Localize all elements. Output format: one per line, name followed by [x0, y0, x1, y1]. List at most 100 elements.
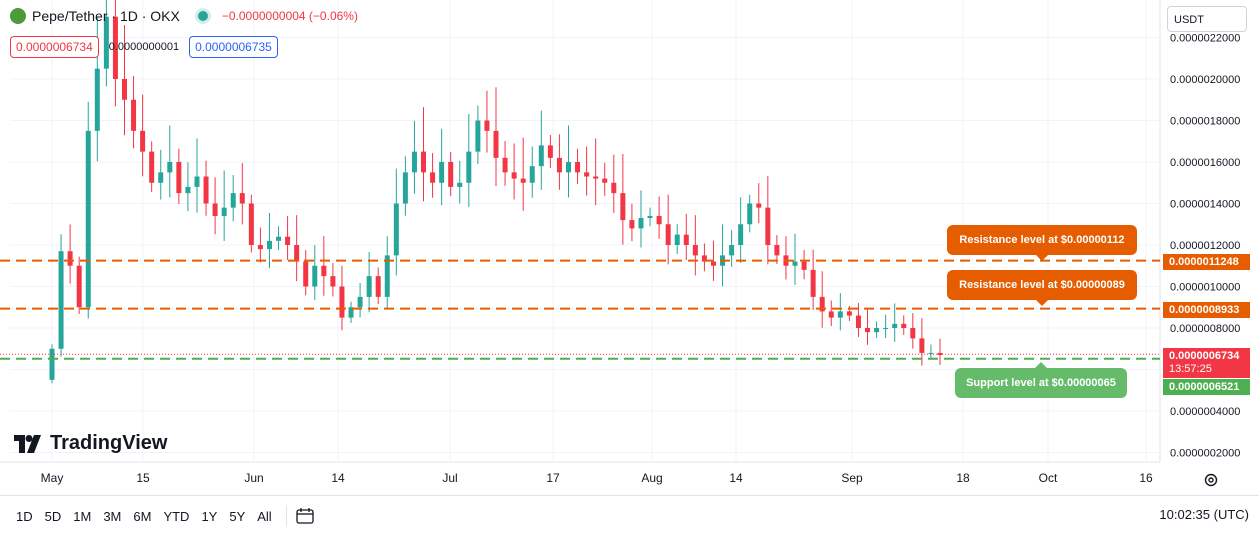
sell-button[interactable]: 0.0000006734 — [10, 36, 99, 58]
currency-select[interactable]: USDT — [1167, 6, 1247, 32]
candle-body — [493, 130, 499, 158]
candle-body — [683, 234, 689, 245]
candle-body — [185, 186, 191, 194]
candle-body — [167, 162, 173, 173]
candle-body — [756, 203, 762, 208]
candle-body — [411, 151, 417, 173]
timeframe-1d[interactable]: 1D — [16, 508, 33, 524]
candle-body — [176, 162, 182, 194]
y-tick-label: 0.0000008000 — [1170, 323, 1240, 335]
bar-countdown: 13:57:25 — [1169, 363, 1212, 375]
timeframe-5y[interactable]: 5Y — [229, 508, 246, 524]
x-tick-label: Aug — [641, 471, 662, 485]
candle-body — [194, 176, 200, 187]
candle-body — [892, 323, 898, 328]
candle-body — [121, 79, 127, 100]
candle-body — [484, 120, 490, 131]
support-annotation-text: Support level at $0.00000065 — [966, 377, 1116, 389]
y-tick-label: 0.0000016000 — [1170, 157, 1240, 169]
candle-body — [593, 176, 599, 179]
y-tick-label: 0.0000014000 — [1170, 199, 1240, 211]
x-tick-label: Oct — [1039, 471, 1058, 485]
candle-body — [774, 245, 780, 256]
candle-body — [321, 265, 327, 277]
timeframe-5d[interactable]: 5D — [44, 508, 62, 524]
timeframe-all[interactable]: All — [257, 508, 272, 524]
candle-body — [303, 261, 309, 287]
timeframe-1y[interactable]: 1Y — [201, 508, 218, 524]
current-price-value: 0.0000006734 — [1169, 350, 1240, 362]
candle-body — [276, 236, 282, 241]
candle-body — [266, 240, 272, 250]
timeframe-3m[interactable]: 3M — [103, 508, 122, 524]
tradingview-logo[interactable]: TradingView — [14, 432, 167, 455]
candle-body — [375, 276, 381, 297]
candle-body — [710, 261, 716, 266]
candle-body — [855, 315, 861, 328]
spread-value: 0.0000000001 — [108, 41, 180, 53]
tradingview-logo-icon — [14, 434, 41, 453]
candle-body — [765, 207, 771, 245]
resistance-annotation-1[interactable]: Resistance level at $0.00000112 — [947, 225, 1137, 261]
candle-body — [330, 276, 336, 287]
candle-body — [656, 215, 662, 225]
candle-body — [810, 269, 816, 297]
candle-body — [575, 162, 581, 173]
candle-body — [819, 296, 825, 312]
candle-body — [629, 220, 635, 229]
candle-body — [674, 234, 680, 245]
calendar-icon[interactable] — [295, 507, 315, 525]
candle-body — [158, 172, 164, 183]
candle-body — [348, 307, 354, 318]
resistance-price-label-2: 0.0000008933 — [1163, 302, 1250, 318]
y-tick-label: 0.0000012000 — [1170, 240, 1240, 252]
candle-body — [67, 251, 73, 266]
candle-body — [502, 157, 508, 173]
candle-body — [294, 245, 300, 262]
candle-body — [457, 182, 463, 187]
candle-body — [149, 151, 155, 183]
x-tick-label: 18 — [956, 471, 970, 485]
toolbar-divider — [285, 505, 287, 527]
x-tick-label: 17 — [546, 471, 560, 485]
gear-icon[interactable] — [1203, 472, 1219, 488]
candle-body — [112, 16, 118, 79]
candle-body — [85, 130, 91, 308]
candle-body — [874, 328, 880, 333]
timeframe-6m[interactable]: 6M — [133, 508, 152, 524]
y-tick-label: 0.0000020000 — [1170, 74, 1240, 86]
timeframe-ytd[interactable]: YTD — [163, 508, 190, 524]
candle-body — [910, 328, 916, 339]
candle-body — [611, 182, 617, 194]
candle-body — [901, 323, 907, 328]
y-tick-label: 0.0000010000 — [1170, 282, 1240, 294]
bid-ask-panel: 0.0000006734 0.0000000001 0.0000006735 — [10, 36, 278, 58]
candle-body — [230, 193, 236, 208]
candle-body — [538, 145, 544, 167]
candle-body — [520, 178, 526, 183]
candle-body — [421, 151, 427, 173]
support-annotation[interactable]: Support level at $0.00000065 — [955, 362, 1127, 398]
utc-clock[interactable]: 10:02:35 (UTC) — [1159, 507, 1249, 522]
candle-body — [883, 328, 889, 329]
candle-body — [620, 193, 626, 221]
candle-body — [430, 172, 436, 183]
candle-body — [865, 328, 871, 333]
candle-body — [248, 203, 254, 245]
candle-body — [203, 176, 209, 204]
candle-body — [701, 255, 707, 262]
resistance-annotation-2-text: Resistance level at $0.00000089 — [959, 279, 1125, 291]
x-tick-label: 15 — [136, 471, 150, 485]
x-tick-label: May — [41, 471, 64, 485]
candle-body — [402, 172, 408, 204]
candle-body — [448, 162, 454, 187]
timeframe-1m[interactable]: 1M — [73, 508, 92, 524]
candle-body — [466, 151, 472, 183]
candle-body — [584, 172, 590, 177]
candle-body — [602, 178, 608, 183]
price-chart[interactable]: 0.0000022000 0.0000020000 0.0000018000 0.00… — [0, 0, 1259, 495]
candle-body — [131, 99, 137, 131]
resistance-annotation-2[interactable]: Resistance level at $0.00000089 — [947, 270, 1137, 306]
buy-button[interactable]: 0.0000006735 — [189, 36, 278, 58]
symbol-title[interactable]: Pepe/Tether · 1D · OKX — [32, 8, 180, 24]
